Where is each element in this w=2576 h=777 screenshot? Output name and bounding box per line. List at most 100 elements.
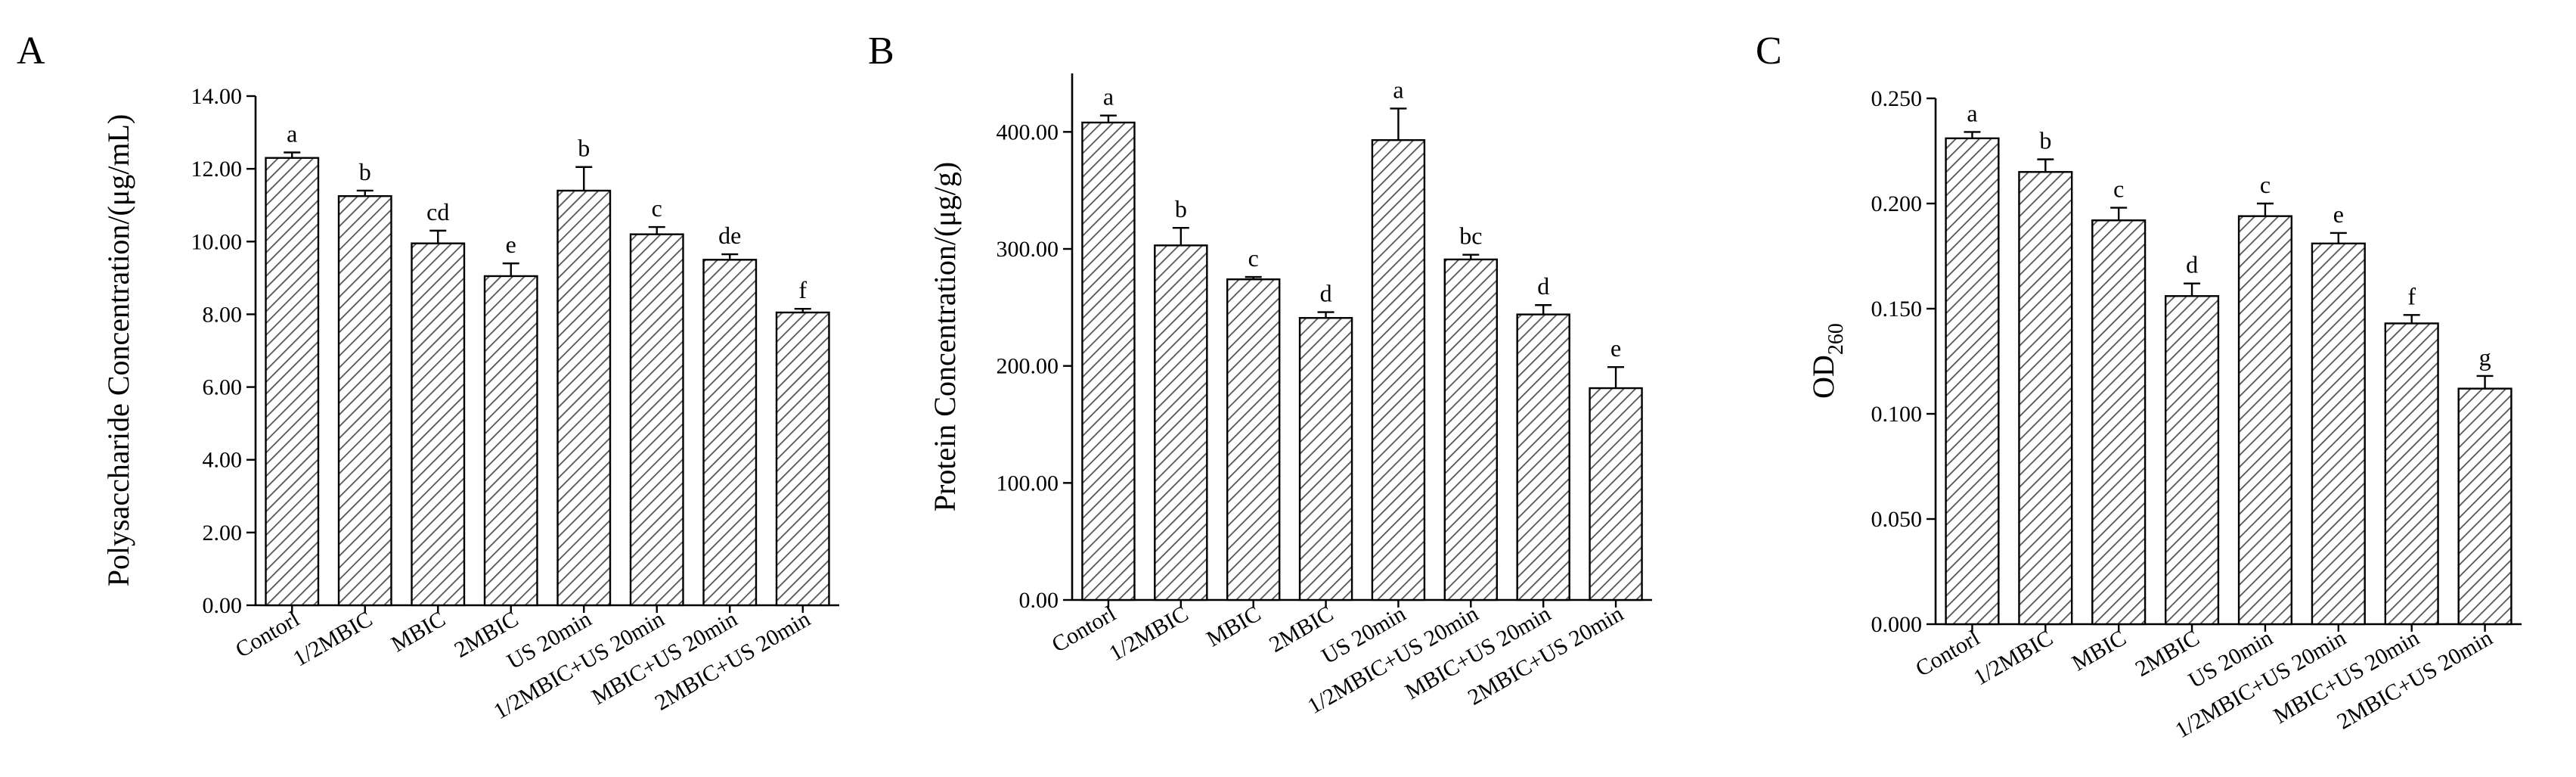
bar-6	[1443, 258, 1499, 601]
bar-1	[1945, 137, 2000, 626]
bar-3	[2091, 219, 2147, 626]
y-tick-label: 4.00	[203, 448, 243, 473]
bar-2	[337, 194, 392, 607]
significance-label: e	[506, 231, 516, 258]
significance-label: b	[2039, 127, 2051, 154]
significance-label: a	[287, 120, 297, 148]
y-tick-label: 100.00	[997, 471, 1059, 496]
y-tick-label: 12.00	[191, 157, 243, 182]
significance-label: e	[1610, 334, 1621, 362]
bar-1	[265, 157, 320, 607]
error-bar	[794, 308, 811, 313]
error-bar	[2256, 202, 2274, 216]
y-tick-label: 200.00	[997, 354, 1059, 379]
category-label: 1/2MBIC	[1105, 601, 1192, 666]
y-tick-label: 400.00	[997, 120, 1059, 145]
significance-label: f	[798, 276, 807, 303]
significance-label: c	[652, 194, 662, 222]
error-bar	[2110, 207, 2128, 221]
error-bar	[1245, 275, 1262, 280]
bar-8	[1589, 387, 1643, 601]
category-label: 1/2MBIC	[289, 606, 377, 671]
significance-label: d	[1537, 272, 1549, 300]
significance-label: b	[359, 158, 371, 185]
bar-4	[483, 275, 538, 607]
bar-8	[775, 311, 830, 607]
significance-label: a	[1967, 99, 1977, 126]
panel-c: C0.0000.0500.1000.1500.2000.250OD260aCon…	[1756, 30, 2522, 743]
significance-label: b	[578, 135, 590, 162]
bar-5	[556, 189, 612, 607]
significance-label: bc	[1459, 222, 1482, 250]
y-tick-label: 14.00	[191, 84, 243, 109]
y-tick-label: 0.200	[1871, 191, 1923, 216]
error-bar	[575, 166, 593, 191]
y-axis-label: Polysaccharide Concentration/(μg/mL)	[101, 114, 135, 587]
bar-7	[1516, 313, 1570, 601]
panel-letter-c: C	[1756, 30, 1782, 73]
y-tick-label: 0.150	[1871, 297, 1923, 322]
bar-7	[2384, 322, 2439, 626]
error-bar	[2184, 282, 2201, 297]
panel-b: B 0.00 100.00 200.00 300.00 400.00 Protein Con…	[868, 30, 1652, 719]
error-bar	[1607, 366, 1625, 389]
y-axis-label: Protein Concentration/(μg/g)	[928, 162, 962, 511]
y-tick-label: 10.00	[191, 229, 243, 254]
category-label: 1/2MBIC	[1970, 625, 2057, 690]
error-bar	[1317, 311, 1334, 319]
error-bar	[1964, 131, 1981, 138]
y-tick-label: 0.000	[1871, 612, 1923, 637]
category-label: MBIC	[1202, 601, 1265, 651]
error-bar	[648, 225, 665, 235]
error-bar	[356, 189, 374, 197]
error-bar	[1390, 107, 1407, 141]
significance-label: c	[2260, 171, 2271, 198]
error-bar	[284, 151, 301, 158]
significance-label: cd	[426, 198, 449, 225]
bar-6	[2311, 242, 2366, 626]
y-tick-label: 2.00	[203, 521, 243, 545]
bar-3	[1226, 278, 1281, 601]
bar-7	[702, 259, 758, 607]
bar-1	[1081, 121, 1136, 601]
error-bar	[2037, 158, 2054, 172]
significance-label: d	[2186, 251, 2198, 278]
y-tick-label: 6.00	[203, 375, 243, 400]
error-bar	[2403, 314, 2420, 324]
y-tick-label: 0.050	[1871, 507, 1923, 532]
error-bar	[1462, 253, 1480, 260]
bar-3	[411, 242, 466, 607]
category-label: MBIC	[2068, 625, 2131, 676]
error-bar	[502, 262, 519, 276]
bar-4	[2164, 295, 2220, 626]
bar-8	[2457, 387, 2512, 626]
significance-label: de	[718, 222, 741, 249]
error-bar	[721, 253, 739, 260]
y-tick-label: 300.00	[997, 237, 1059, 262]
panel-letter-a: A	[17, 30, 45, 73]
bar-2	[2018, 171, 2073, 626]
bar-5	[1371, 138, 1426, 601]
significance-label: d	[1320, 280, 1332, 307]
significance-label: c	[2113, 176, 2124, 203]
y-axis-label: OD260	[1806, 323, 1848, 399]
y-tick-label: 0.00	[203, 593, 243, 618]
significance-label: g	[2479, 343, 2491, 371]
y-tick-label: 0.250	[1871, 86, 1923, 111]
significance-label: a	[1103, 83, 1114, 110]
error-bar	[1535, 304, 1552, 315]
error-bar	[1099, 114, 1117, 123]
panel-a: A 0.00 2.00 4.00 6.00 8.00 10.00 12.00 14.00 Poly…	[17, 30, 839, 724]
error-bar	[2330, 232, 2347, 244]
significance-label: a	[1393, 76, 1403, 103]
bar-6	[629, 233, 684, 607]
bar-4	[1298, 317, 1353, 601]
error-bar	[429, 229, 447, 244]
y-tick-label: 0.00	[1019, 588, 1059, 613]
significance-label: c	[1248, 244, 1259, 272]
significance-label: e	[2333, 200, 2344, 228]
error-bar	[1172, 226, 1189, 246]
error-bar	[2476, 375, 2494, 389]
significance-label: f	[2407, 282, 2416, 309]
significance-label: b	[1175, 195, 1187, 222]
